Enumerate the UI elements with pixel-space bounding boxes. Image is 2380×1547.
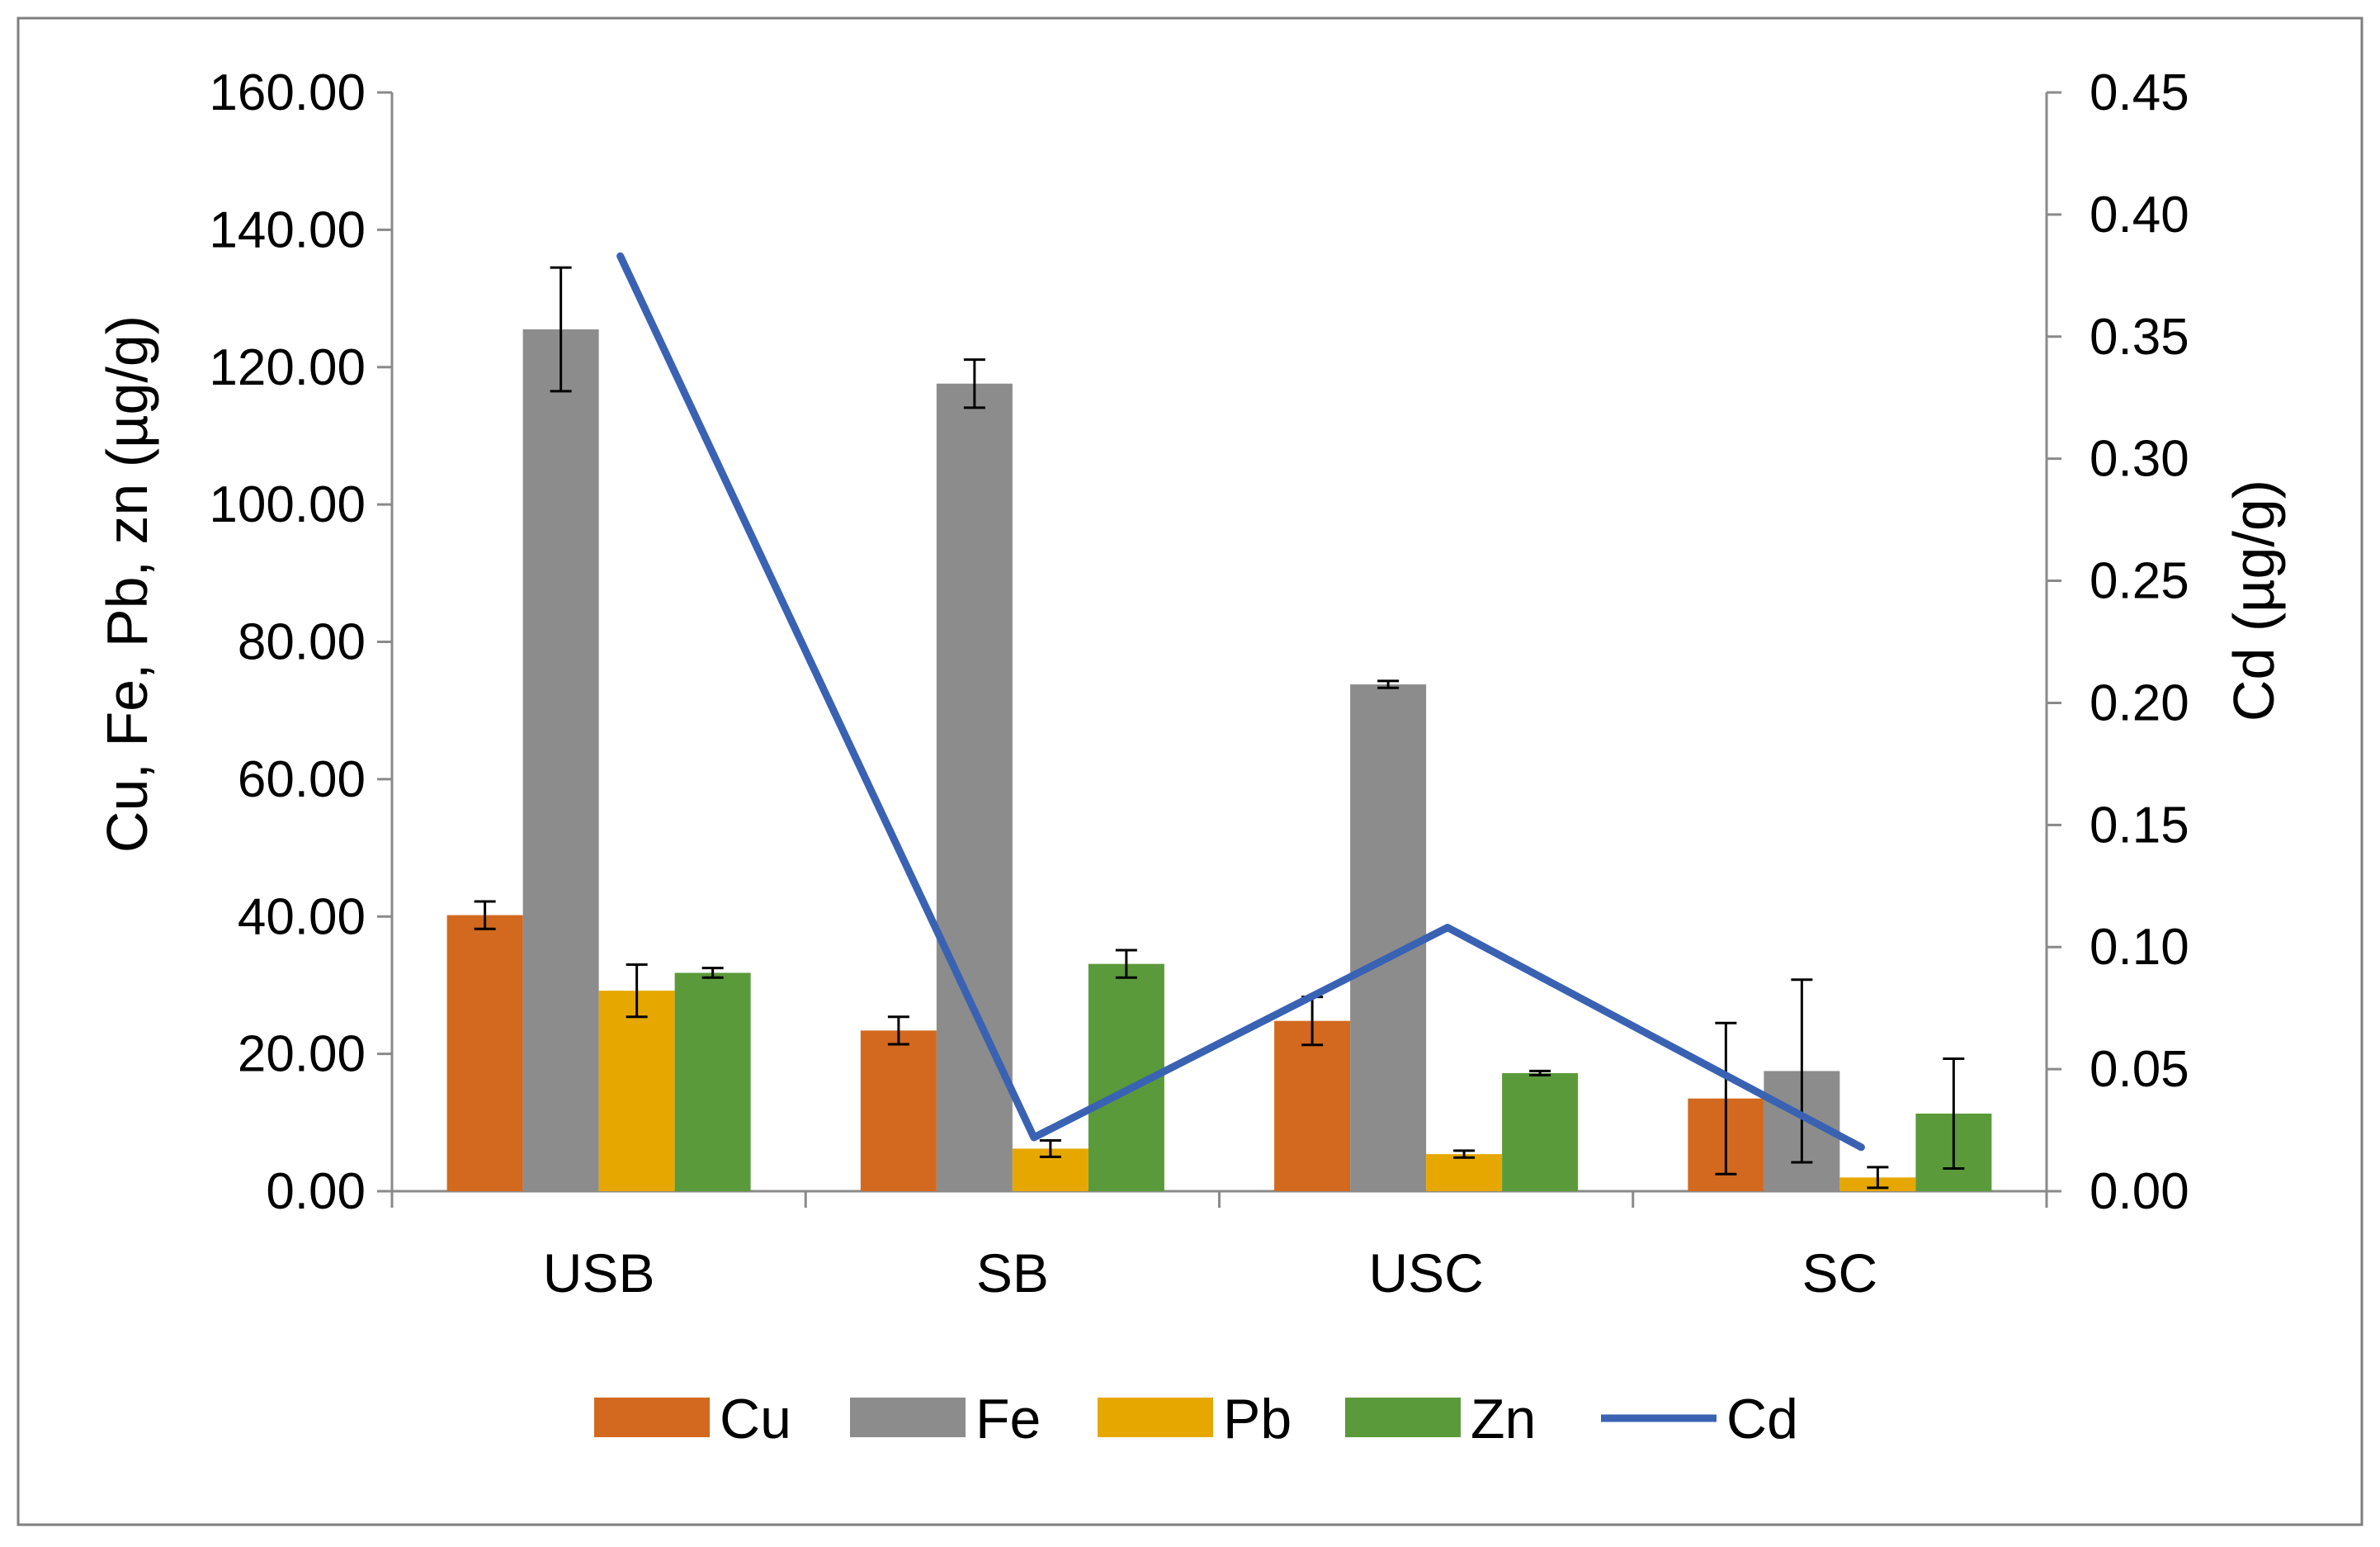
cd-point-sc [1860, 1146, 1863, 1148]
legend-label-pb: Pb [1223, 1388, 1292, 1450]
y-tick-label-right: 0.15 [2090, 797, 2189, 854]
y-tick-label-right: 0.35 [2090, 309, 2189, 366]
y-tick-label-left: 160.00 [209, 64, 366, 121]
bar-cu-usb [446, 915, 523, 1191]
y-tick-label-left: 40.00 [238, 888, 366, 945]
bar-fe-usc [1350, 684, 1427, 1191]
legend-item-fe[interactable]: Fe [850, 1388, 1041, 1450]
y-tick-label-right: 0.25 [2090, 553, 2189, 610]
y-axis-title-right: Cd (µg/g) [2222, 480, 2286, 721]
legend-item-cu[interactable]: Cu [594, 1388, 791, 1450]
legend[interactable]: Cu Fe Pb Zn Cd [594, 1388, 1798, 1450]
y-tick-label-right: 0.45 [2090, 64, 2189, 121]
cd-point-sb [1032, 1136, 1035, 1138]
legend-swatch-pb [1098, 1398, 1213, 1437]
legend-swatch-zn [1345, 1398, 1461, 1437]
y-tick-label-left: 0.00 [266, 1163, 366, 1220]
y-tick-label-left: 100.00 [209, 476, 366, 533]
bar-fe-usb [522, 329, 599, 1192]
cd-line-series [616, 252, 1865, 1152]
cd-point-usc [1447, 926, 1449, 929]
axes: 0.00 20.00 40.00 60.00 80.00 100.00 120.00 140.… [95, 64, 2286, 1303]
cd-line [616, 252, 1865, 1152]
x-tick-label: SB [976, 1242, 1049, 1303]
y-tick-label-right: 0.00 [2090, 1163, 2189, 1220]
y-tick-label-left: 80.00 [238, 614, 366, 671]
chart-frame [17, 17, 2363, 1526]
bar-zn-usb [674, 972, 751, 1191]
legend-label-zn: Zn [1471, 1388, 1536, 1450]
y-tick-label-left: 120.00 [209, 339, 366, 396]
y-tick-label-left: 140.00 [209, 201, 366, 258]
cd-point-usb [619, 255, 621, 258]
y-tick-label-right: 0.40 [2090, 187, 2189, 244]
legend-label-cu: Cu [720, 1388, 791, 1450]
bar-cu-usc [1274, 1020, 1351, 1191]
x-tick-label: SC [1802, 1242, 1878, 1303]
y-tick-label-right: 0.30 [2090, 431, 2189, 488]
y-tick-label-right: 0.10 [2090, 919, 2189, 976]
bar-cu-sb [860, 1030, 937, 1191]
x-tick-label: USC [1368, 1242, 1483, 1303]
y-tick-label-left: 60.00 [238, 751, 366, 808]
bar-pb-usc [1426, 1154, 1503, 1191]
bar-zn-usc [1502, 1072, 1579, 1191]
legend-item-pb[interactable]: Pb [1098, 1388, 1292, 1450]
bar-pb-usb [598, 991, 675, 1191]
y-tick-label-right: 0.20 [2090, 674, 2189, 731]
x-tick-label: USB [543, 1242, 655, 1303]
legend-label-fe: Fe [975, 1388, 1041, 1450]
y-tick-label-right: 0.05 [2090, 1041, 2189, 1098]
legend-item-zn[interactable]: Zn [1345, 1388, 1536, 1450]
legend-swatch-cu [594, 1398, 710, 1437]
y-tick-label-left: 20.00 [238, 1026, 366, 1083]
legend-item-cd[interactable]: Cd [1601, 1388, 1798, 1450]
legend-swatch-fe [850, 1398, 966, 1437]
y-axis-title-left: Cu, Fe, Pb, zn (µg/g) [95, 315, 159, 853]
error-bars [474, 266, 1965, 1190]
legend-label-cd: Cd [1726, 1388, 1798, 1450]
